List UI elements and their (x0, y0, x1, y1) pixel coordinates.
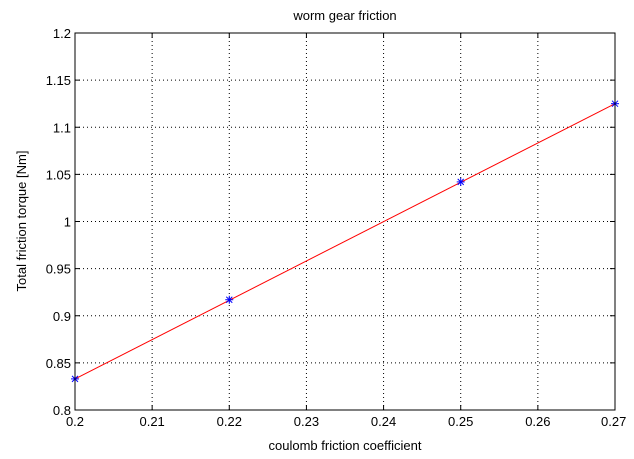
x-tick-label: 0.27 (601, 414, 626, 429)
y-tick-label: 0.9 (53, 309, 71, 324)
y-tick-label: 1.2 (53, 26, 71, 41)
x-tick-labels: 0.2 0.21 0.22 0.23 0.24 0.25 0.26 0.27 (66, 414, 626, 429)
x-tick-label: 0.21 (139, 414, 164, 429)
y-tick-labels: 0.8 0.85 0.9 0.95 1 1.05 1.1 1.15 1.2 (46, 26, 71, 418)
x-axis-label: coulomb friction coefficient (269, 438, 422, 453)
y-tick-label: 1.05 (46, 167, 71, 182)
plot-background (75, 33, 615, 410)
y-axis-label: Total friction torque [Nm] (14, 151, 29, 292)
chart-title: worm gear friction (292, 8, 396, 23)
x-tick-label: 0.23 (294, 414, 319, 429)
data-marks (71, 99, 619, 383)
data-point-marker (225, 295, 234, 304)
y-tick-label: 1.15 (46, 73, 71, 88)
x-tick-label: 0.26 (525, 414, 550, 429)
y-tick-label: 1 (64, 215, 71, 230)
tick-marks (74, 32, 616, 411)
plot-area (71, 32, 619, 411)
y-tick-label: 1.1 (53, 120, 71, 135)
x-tick-label: 0.24 (371, 414, 396, 429)
y-tick-label: 0.95 (46, 262, 71, 277)
x-tick-label: 0.25 (448, 414, 473, 429)
x-tick-label: 0.22 (217, 414, 242, 429)
data-point-marker (456, 177, 465, 186)
y-tick-label: 0.85 (46, 356, 71, 371)
x-tick-label: 0.2 (66, 414, 84, 429)
fit-line (74, 103, 616, 380)
y-tick-label: 0.8 (53, 403, 71, 418)
